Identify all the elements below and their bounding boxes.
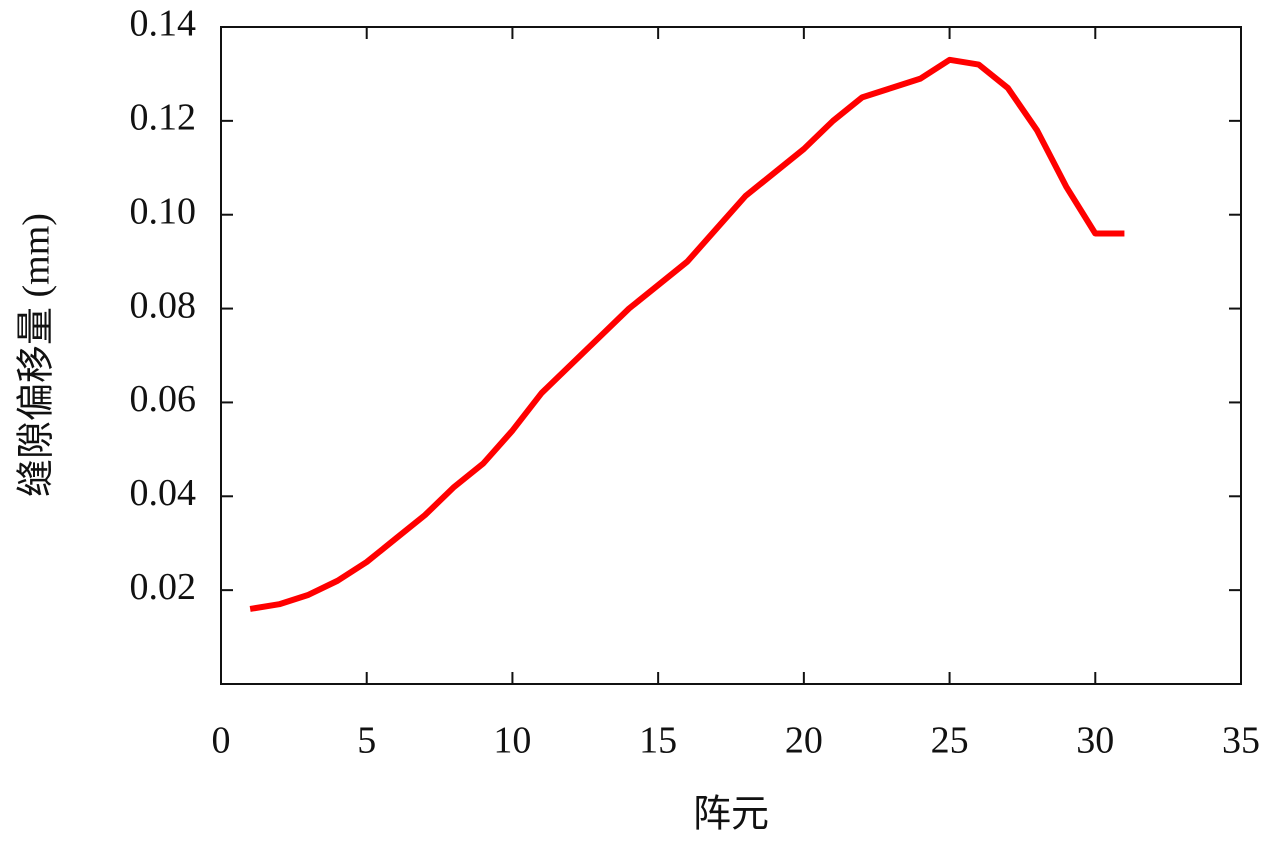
y-tick-label: 0.02 <box>130 566 197 608</box>
x-tick-label: 5 <box>357 720 376 762</box>
y-tick-label: 0.08 <box>130 284 197 326</box>
y-tick-label: 0.06 <box>130 378 197 420</box>
y-axis-label: 缝隙偏移量 (mm) <box>16 213 58 497</box>
x-axis-label: 阵元 <box>693 794 769 836</box>
x-tick-label: 10 <box>493 720 531 762</box>
x-tick-label: 15 <box>639 720 677 762</box>
x-tick-label: 35 <box>1222 720 1260 762</box>
y-tick-label: 0.04 <box>130 472 197 514</box>
y-tick-label: 0.14 <box>130 3 197 45</box>
y-tick-label: 0.10 <box>130 190 197 232</box>
y-tick-label: 0.12 <box>130 97 197 139</box>
x-tick-label: 30 <box>1076 720 1114 762</box>
plot-frame <box>220 26 1242 685</box>
x-tick-label: 25 <box>931 720 969 762</box>
data-line <box>249 56 1125 612</box>
x-tick-label: 0 <box>212 720 231 762</box>
x-tick-label: 20 <box>785 720 823 762</box>
